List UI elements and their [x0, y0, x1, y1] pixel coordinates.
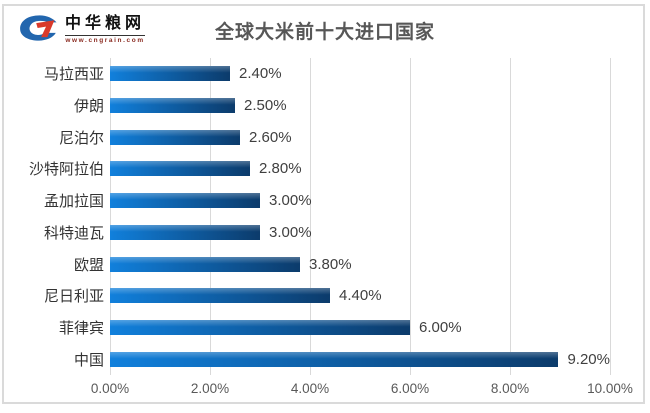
bar-row: 2.50%: [110, 90, 610, 122]
bar-value-label: 4.40%: [339, 287, 382, 305]
gridline-8.00%: [510, 58, 511, 375]
gridline-10.00%: [610, 58, 611, 375]
bar-rows: 2.40% 2.50% 2.60% 2.80% 3.00% 3.00% 3.80% 4.40%…: [110, 58, 610, 375]
category-label-伊朗: 伊朗: [73, 99, 104, 116]
category-label-欧盟: 欧盟: [73, 257, 104, 274]
bar-row: 3.00%: [110, 217, 610, 249]
bar-中国: [110, 351, 559, 367]
bar-value-label: 3.00%: [269, 192, 312, 210]
plot-area: 2.40% 2.50% 2.60% 2.80% 3.00% 3.00% 3.80% 4.40%…: [110, 58, 611, 375]
x-tick-label: 4.00%: [290, 381, 330, 396]
bar-沙特阿拉伯: [110, 161, 250, 177]
logo-url: www.cngrain.com: [65, 35, 146, 44]
category-label-科特迪瓦: 科特迪瓦: [43, 225, 104, 242]
gridline-4.00%: [310, 58, 311, 375]
bar-row: 4.40%: [110, 280, 610, 312]
bar-value-label: 2.80%: [259, 160, 302, 178]
gridline-0.00%: [110, 58, 111, 375]
x-tick-label: 8.00%: [490, 381, 530, 396]
bar-value-label: 2.60%: [249, 128, 292, 146]
bar-孟加拉国: [110, 193, 260, 209]
bar-row: 2.40%: [110, 58, 610, 90]
bar-value-label: 2.50%: [244, 97, 287, 115]
bar-尼泊尔: [110, 129, 240, 145]
chart-title: 全球大米前十大进口国家: [214, 22, 435, 43]
category-label-尼泊尔: 尼泊尔: [58, 130, 104, 147]
bar-马拉西亚: [110, 66, 230, 82]
cngrain-logo-text: 中华粮网 www.cngrain.com: [65, 15, 146, 44]
cngrain-logo-icon: [20, 15, 57, 41]
chart-frame: [2, 4, 645, 404]
x-tick-label: 2.00%: [190, 381, 230, 396]
bar-菲律宾: [110, 319, 410, 335]
bar-value-label: 3.80%: [309, 255, 352, 273]
gridline-6.00%: [410, 58, 411, 375]
bar-value-label: 9.20%: [567, 350, 610, 368]
bar-value-label: 6.00%: [419, 318, 462, 336]
category-label-沙特阿拉伯: 沙特阿拉伯: [28, 162, 104, 179]
bar-row: 9.20%: [110, 343, 610, 375]
bar-伊朗: [110, 98, 235, 114]
x-axis: 0.00% 2.00% 4.00% 6.00% 8.00% 10.00%: [91, 381, 633, 401]
bar-row: 3.00%: [110, 185, 610, 217]
bar-row: 6.00%: [110, 312, 610, 344]
category-label-菲律宾: 菲律宾: [58, 320, 104, 337]
category-label-马拉西亚: 马拉西亚: [43, 67, 104, 84]
category-label-尼日利亚: 尼日利亚: [43, 289, 104, 306]
bar-value-label: 2.40%: [239, 65, 282, 83]
bar-value-label: 3.00%: [269, 223, 312, 241]
bar-row: 2.80%: [110, 153, 610, 185]
bar-row: 2.60%: [110, 121, 610, 153]
gridline-2.00%: [210, 58, 211, 375]
category-label-中国: 中国: [73, 352, 104, 369]
bar-科特迪瓦: [110, 224, 260, 240]
logo-name: 中华粮网: [65, 15, 146, 32]
category-axis: 马拉西亚伊朗尼泊尔沙特阿拉伯孟加拉国科特迪瓦欧盟尼日利亚菲律宾中国: [8, 58, 104, 375]
x-tick-label: 10.00%: [587, 381, 633, 396]
x-tick-label: 6.00%: [390, 381, 430, 396]
bar-row: 3.80%: [110, 248, 610, 280]
x-tick-label: 0.00%: [90, 381, 130, 396]
cngrain-logo: 中华粮网 www.cngrain.com: [18, 13, 146, 44]
category-label-孟加拉国: 孟加拉国: [43, 194, 104, 211]
bar-欧盟: [110, 256, 300, 272]
bar-尼日利亚: [110, 288, 330, 304]
